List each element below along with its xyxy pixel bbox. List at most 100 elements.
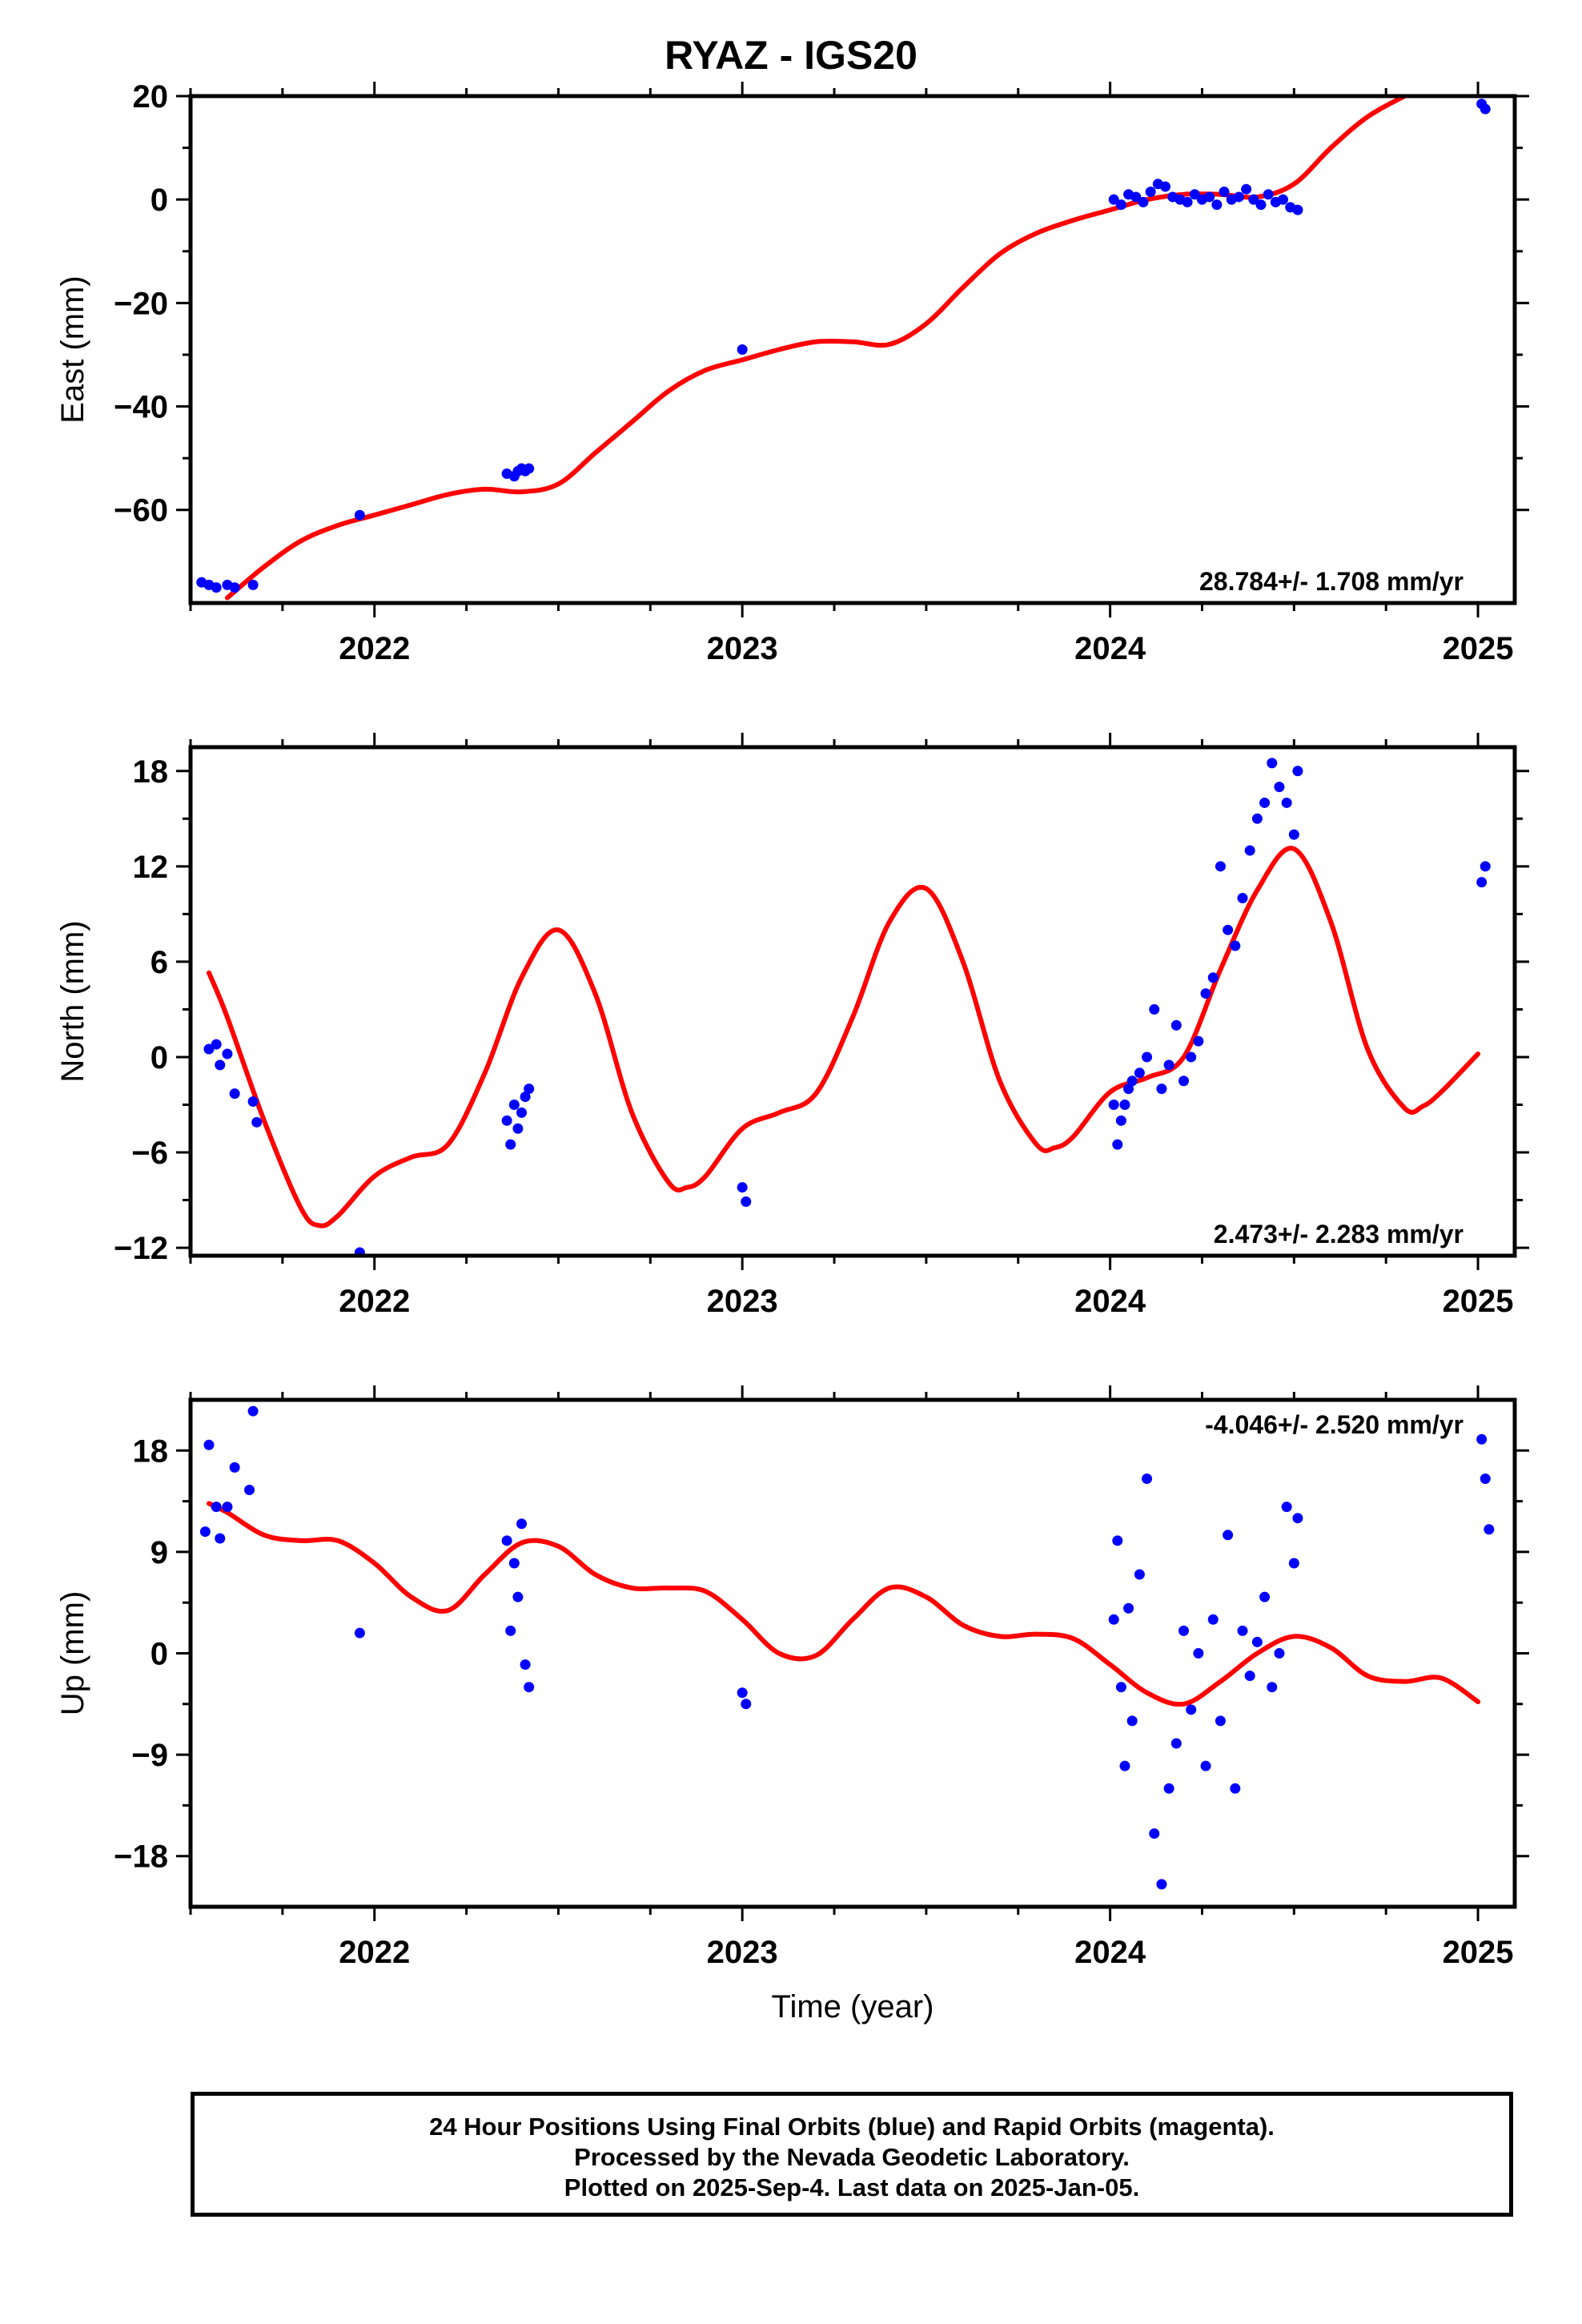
data-point [1480, 1473, 1491, 1484]
data-point [741, 1699, 752, 1710]
data-point [247, 1096, 259, 1108]
data-point [229, 582, 240, 593]
y-tick-label: −6 [131, 1136, 168, 1171]
data-point [1123, 1602, 1134, 1614]
data-point [1248, 194, 1259, 205]
data-point [524, 1682, 535, 1693]
data-point [244, 1485, 255, 1496]
data-point [1115, 1682, 1126, 1693]
panel-1: 2022 2023 2024 2025 −60 −40 −20 0 20 East (mm) 28.… [55, 79, 1529, 666]
data-point [1193, 1648, 1204, 1659]
panel-data [203, 758, 1491, 1256]
data-point [1108, 1099, 1119, 1110]
data-point [1160, 181, 1171, 192]
data-point [222, 1502, 233, 1513]
panel-data [199, 1405, 1495, 1890]
y-tick-label: 0 [151, 183, 168, 218]
data-point [512, 1591, 524, 1602]
data-point [1182, 196, 1193, 207]
data-point [1281, 1502, 1292, 1513]
data-point [229, 1462, 240, 1473]
data-point [741, 1196, 752, 1208]
y-tick-label: −12 [114, 1231, 168, 1266]
data-point [1112, 1535, 1123, 1546]
y-tick-label: 0 [151, 1040, 168, 1076]
data-point [1215, 1715, 1226, 1727]
x-tick-label: 2025 [1443, 1284, 1514, 1319]
data-point [354, 509, 365, 521]
fit-line [207, 846, 1481, 1228]
data-point [203, 1043, 215, 1055]
footer-line-2: Processed by the Nevada Geodetic Laborat… [574, 2143, 1130, 2171]
y-tick-label: 18 [133, 754, 169, 790]
data-point [1480, 103, 1491, 115]
panel-frame [188, 745, 1517, 1258]
footer-line-1: 24 Hour Positions Using Final Orbits (bl… [429, 2113, 1275, 2141]
fit-line [224, 96, 1407, 601]
data-point [215, 1533, 226, 1544]
data-point [1219, 186, 1230, 197]
data-point [737, 1182, 748, 1193]
data-point [211, 582, 222, 593]
data-point [1189, 189, 1200, 200]
data-point [354, 1627, 365, 1638]
footer-box: 24 Hour Positions Using Final Orbits (bl… [191, 2092, 1513, 2217]
data-point [1142, 1051, 1153, 1063]
data-point [737, 344, 748, 355]
data-point [1237, 1625, 1248, 1636]
data-point [1126, 1076, 1138, 1087]
data-point [1230, 940, 1241, 951]
chart-title: RYAZ - IGS20 [665, 33, 917, 78]
y-tick-label: −40 [114, 390, 168, 425]
data-point [1130, 191, 1142, 203]
data-point [1170, 1738, 1182, 1749]
data-point [211, 1502, 222, 1513]
data-point [1274, 1648, 1285, 1659]
data-point [1178, 1076, 1189, 1087]
rate-annotation: -4.046+/- 2.520 mm/yr [1205, 1410, 1464, 1439]
y-tick-label: 18 [133, 1433, 169, 1469]
data-point [1156, 1084, 1167, 1095]
x-tick-label: 2022 [339, 1935, 410, 1970]
data-point [1251, 813, 1263, 824]
x-tick-label: 2023 [707, 1935, 778, 1970]
data-point [505, 1625, 516, 1636]
data-point [1108, 1614, 1119, 1625]
y-tick-label: 12 [133, 850, 169, 885]
data-point [1138, 196, 1149, 207]
data-point [1112, 1139, 1123, 1150]
data-point [211, 1039, 222, 1050]
data-point [1274, 782, 1285, 793]
y-tick-label: 9 [151, 1535, 168, 1570]
data-point [1134, 1068, 1145, 1079]
data-point [1126, 1715, 1138, 1727]
data-point [354, 1247, 365, 1256]
x-tick-label: 2025 [1443, 1935, 1514, 1970]
data-point [1119, 1760, 1130, 1771]
x-tick-label: 2023 [707, 1284, 778, 1319]
data-point [1207, 1614, 1219, 1625]
data-point [1145, 186, 1156, 197]
panel-data [196, 96, 1491, 601]
data-point [1292, 1513, 1303, 1524]
data-point [1241, 183, 1252, 195]
data-point [247, 1405, 259, 1417]
y-tick-label: −18 [114, 1839, 168, 1875]
data-point [1200, 988, 1211, 999]
data-point [1115, 1115, 1126, 1126]
y-axis-label: Up (mm) [55, 1591, 90, 1716]
panel-frame [188, 94, 1517, 605]
data-point [520, 1659, 531, 1671]
data-point [524, 1084, 535, 1095]
fit-line [207, 1501, 1481, 1707]
x-axis-label: Time (year) [772, 1989, 934, 2024]
data-point [1215, 861, 1226, 872]
data-point [1251, 1636, 1263, 1647]
y-axis-label: East (mm) [55, 275, 90, 423]
panel-frame [188, 1397, 1517, 1909]
data-point [215, 1059, 226, 1071]
y-tick-label: 6 [151, 945, 168, 980]
data-point [199, 1526, 211, 1538]
x-tick-label: 2024 [1074, 1935, 1146, 1970]
